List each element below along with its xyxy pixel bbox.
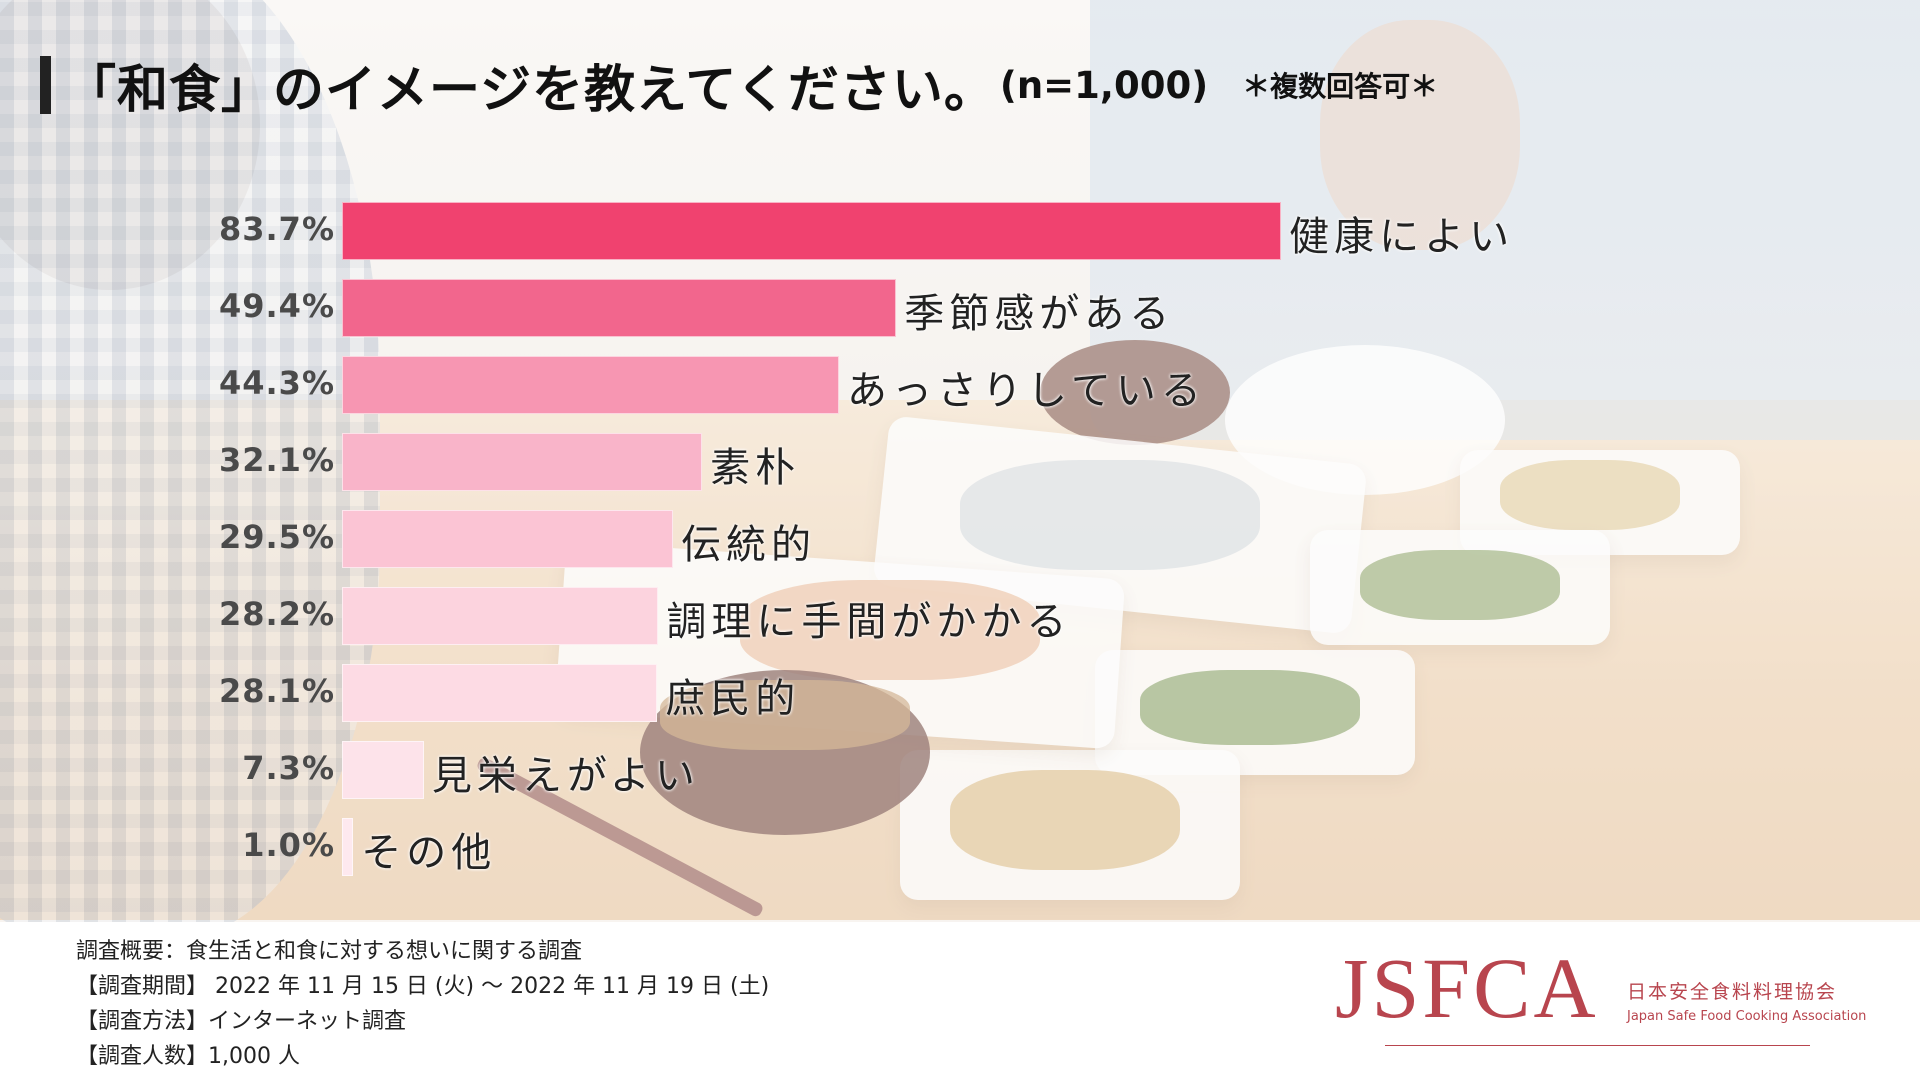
title-sample-size: (n=1,000) — [999, 63, 1209, 107]
bar-value-label: 28.2% — [218, 595, 335, 633]
survey-summary: 調査概要：食生活と和食に対する想いに関する調査 — [76, 939, 583, 964]
bar-category-label: 見栄えがよい — [431, 753, 700, 799]
bar-category-label: 季節感がある — [904, 291, 1175, 337]
bar — [342, 510, 673, 568]
logo-underline — [1385, 1045, 1810, 1046]
bar-value-label: 1.0% — [242, 826, 335, 864]
title-note: ＊複数回答可＊ — [1242, 70, 1439, 103]
bar-value-label: 49.4% — [218, 287, 335, 325]
bar-value-label: 7.3% — [242, 749, 335, 787]
footer-band — [0, 922, 1920, 1080]
page-title: 「和食」のイメージを教えてください。 (n=1,000) ＊複数回答可＊ — [40, 50, 1438, 120]
bar-category-label: 素朴 — [710, 445, 801, 491]
survey-count: 【調査人数】1,000 人 — [76, 1044, 300, 1069]
bar — [342, 664, 658, 722]
bar — [342, 741, 424, 799]
bar-value-label: 28.1% — [218, 672, 335, 710]
greens-salad — [1360, 550, 1560, 620]
bar-category-label: 健康によい — [1289, 214, 1515, 260]
bar-category-label: 調理に手間がかかる — [666, 599, 1072, 645]
survey-method: 【調査方法】インターネット調査 — [76, 1009, 407, 1034]
bar — [342, 279, 897, 337]
clasped-hands — [1320, 20, 1520, 250]
bar-value-label: 32.1% — [218, 441, 335, 479]
bar-value-label: 29.5% — [218, 518, 335, 556]
survey-info: 調査概要：食生活と和食に対する想いに関する調査 【調査期間】 2022 年 11… — [76, 934, 769, 1074]
greens-dish — [1140, 670, 1360, 745]
logo-mark: JSFCA — [1335, 940, 1599, 1036]
bar — [342, 587, 659, 645]
simmered-vegetables — [1500, 460, 1680, 530]
bar-category-label: あっさりしている — [847, 368, 1206, 414]
title-marker — [40, 56, 51, 114]
title-question: 「和食」のイメージを教えてください。 — [65, 61, 996, 120]
bar-value-label: 44.3% — [218, 364, 335, 402]
bar — [342, 433, 703, 491]
bar-category-label: 伝統的 — [680, 522, 816, 568]
soup-bowl-back — [1040, 340, 1230, 445]
grilled-fish — [960, 460, 1260, 570]
bar — [342, 202, 1282, 260]
bar-category-label: その他 — [361, 830, 497, 876]
salmon — [740, 580, 1040, 680]
logo-name-en: Japan Safe Food Cooking Association — [1627, 1009, 1867, 1024]
miso-soup — [660, 680, 910, 750]
survey-period: 【調査期間】 2022 年 11 月 15 日 (火) ～ 2022 年 11 … — [76, 974, 770, 999]
bar — [342, 356, 840, 414]
simmered-dish — [950, 770, 1180, 870]
bar-value-label: 83.7% — [218, 210, 335, 248]
bar-category-label: 庶民的 — [665, 676, 801, 722]
person-left — [0, 0, 380, 940]
logo-name-jp: 日本安全食料料理協会 — [1627, 981, 1838, 1003]
jsfca-logo: JSFCA 日本安全食料料理協会 Japan Safe Food Cooking… — [1335, 940, 1866, 1050]
bar — [342, 818, 354, 876]
